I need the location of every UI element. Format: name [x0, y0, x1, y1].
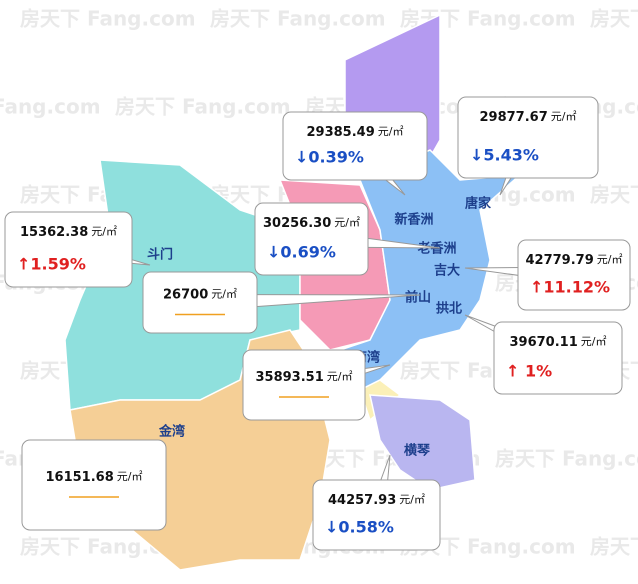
region-label: 金湾	[158, 424, 185, 440]
price-change: ↑1.59%	[17, 255, 86, 274]
region-label: 前山	[405, 290, 431, 306]
region-label: 新香洲	[394, 212, 433, 228]
callout-cover	[495, 323, 621, 393]
watermark: 房天下 Fang.com	[115, 95, 291, 119]
price: 16151.68 元/㎡	[46, 470, 143, 485]
region-label: 横琴	[404, 443, 431, 459]
callout-cover	[144, 273, 256, 332]
price-unit: 元/㎡	[399, 493, 425, 506]
price: 30256.30 元/㎡	[263, 216, 360, 231]
region-label: 斗门	[147, 247, 173, 263]
watermark: 房天下 Fang.com	[590, 7, 638, 31]
region-shape	[369, 394, 476, 491]
watermark: 房天下 Fang.com	[210, 7, 386, 31]
price-change: ↓0.69%	[267, 243, 336, 262]
callout-cover	[284, 113, 426, 179]
price-value: 39670.11	[510, 335, 578, 350]
price: 29385.49 元/㎡	[307, 125, 404, 140]
region-label: 拱北	[436, 301, 462, 317]
price-value: 15362.38	[20, 225, 88, 240]
price-unit: 元/㎡	[327, 370, 353, 383]
price: 39670.11 元/㎡	[510, 335, 607, 350]
price-value: 16151.68	[46, 470, 114, 485]
price-value: 29385.49	[307, 125, 375, 140]
price: 42779.79 元/㎡	[526, 253, 623, 268]
price-value: 35893.51	[256, 370, 324, 385]
price-value: 30256.30	[263, 216, 331, 231]
price: 44257.93 元/㎡	[328, 493, 425, 508]
price-unit: 元/㎡	[91, 225, 117, 238]
callout-cover	[6, 213, 131, 286]
price-unit: 元/㎡	[211, 288, 237, 301]
callout-cover	[459, 98, 597, 177]
price: 15362.38 元/㎡	[20, 225, 117, 240]
price-value: 42779.79	[526, 253, 594, 268]
price-value: 44257.93	[328, 493, 396, 508]
price-change: ↓0.39%	[295, 148, 364, 167]
price: 29877.67 元/㎡	[480, 110, 577, 125]
price-change: ↑11.12%	[530, 278, 610, 297]
callout-cover	[314, 481, 439, 549]
price-change: ↓0.58%	[325, 518, 394, 537]
price-unit: 元/㎡	[378, 125, 404, 138]
price-unit: 元/㎡	[334, 216, 360, 229]
price: 26700 元/㎡	[163, 287, 237, 302]
price-unit: 元/㎡	[597, 253, 623, 266]
region-label: 吉大	[434, 263, 460, 279]
callout-cover	[23, 441, 165, 529]
watermark: 房天下 Fang.com	[495, 447, 638, 471]
watermark: 房天下 Fang.com	[590, 535, 638, 559]
watermark: 房天下 Fang.com	[590, 183, 638, 207]
price-change: ↓5.43%	[470, 146, 539, 165]
region-label: 老香洲	[416, 241, 456, 257]
price: 35893.51 元/㎡	[256, 370, 353, 385]
price-unit: 元/㎡	[551, 110, 577, 123]
callout-cover	[244, 351, 364, 419]
price-value: 29877.67	[480, 110, 548, 125]
callouts: 29385.49 元/㎡↓0.39%29877.67 元/㎡↓5.43%30256.…	[4, 96, 631, 551]
price-change: ↑ 1%	[506, 362, 552, 381]
watermark: 房天下 Fang.com	[0, 95, 101, 119]
price-unit: 元/㎡	[117, 470, 143, 483]
callout-cover	[519, 241, 629, 309]
price-value: 26700	[163, 287, 208, 302]
region-label: 唐家	[465, 196, 492, 212]
price-unit: 元/㎡	[581, 335, 607, 348]
watermark: 房天下 Fang.com	[20, 7, 196, 31]
callout-cover	[256, 204, 367, 274]
